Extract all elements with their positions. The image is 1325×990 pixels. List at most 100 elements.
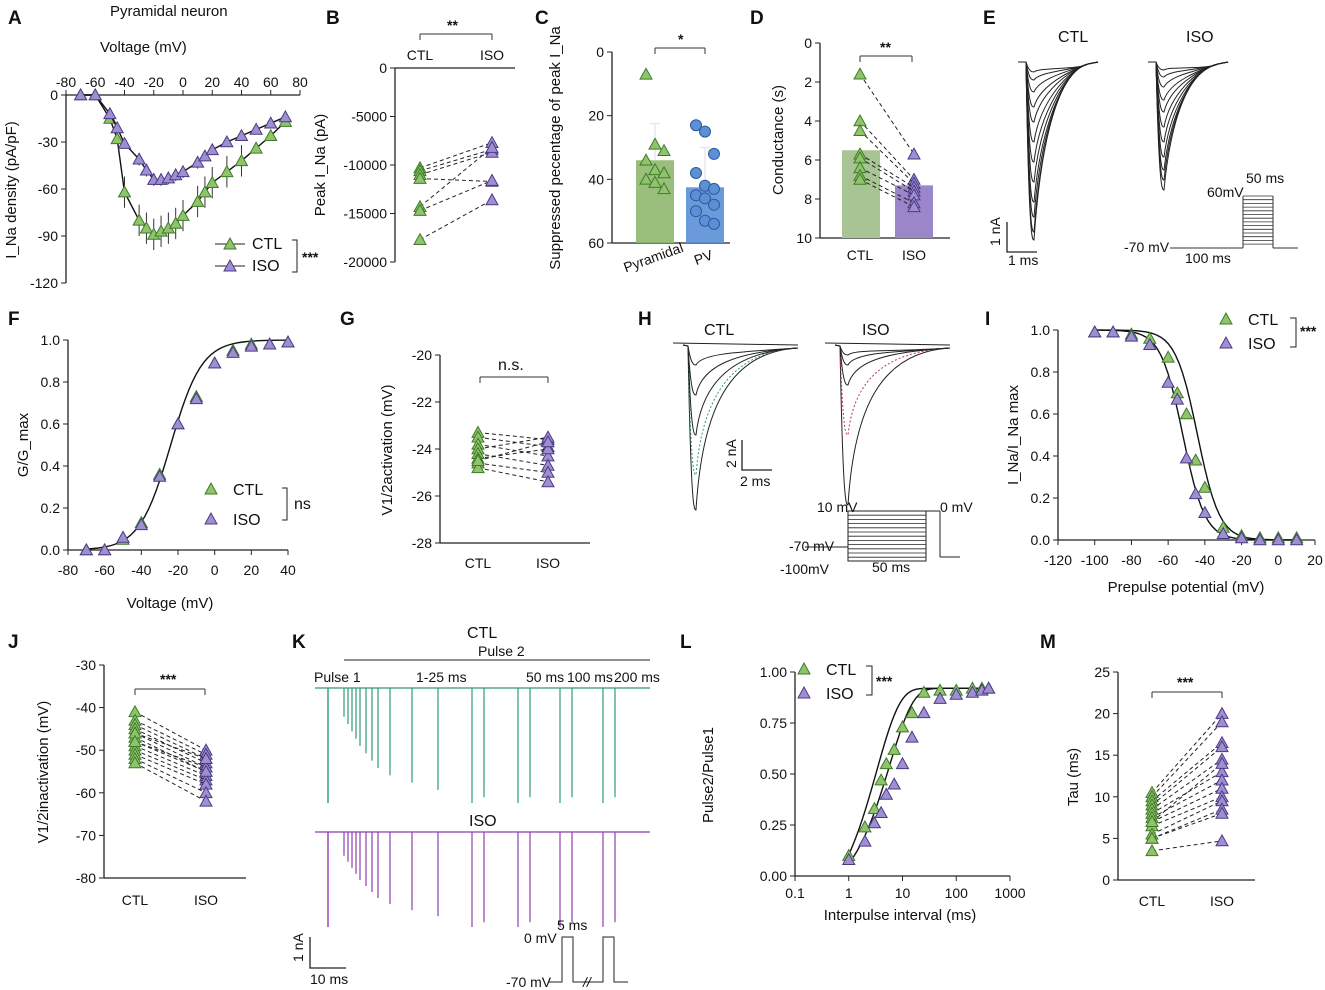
- y-tick-label: 1.0: [1031, 322, 1051, 338]
- y-tick-label: 0.4: [1031, 448, 1051, 464]
- y-tick-label: -40: [76, 700, 96, 716]
- panel-m-points: [1145, 706, 1229, 857]
- y-tick-label: -20: [412, 347, 432, 363]
- point-pyramidal: [639, 153, 653, 166]
- sodium-current-trace: [1018, 61, 1099, 203]
- panel-a-title: Pyramidal neuron: [110, 3, 228, 20]
- panel-f-label: F: [8, 309, 20, 330]
- point-iso: [199, 764, 213, 777]
- panel-k-pulse1: Pulse 1: [314, 669, 361, 685]
- panel-l-label: L: [680, 632, 692, 653]
- panel-l-xlabel: Interpulse interval (ms): [824, 907, 977, 924]
- panel-k-traces-ctl: [315, 687, 650, 803]
- panel-k-int1: 1-25 ms: [416, 669, 467, 685]
- panel-e-protocol: 60mV 50 ms -70 mV 100 ms: [1124, 170, 1298, 266]
- panel-k-scale-x: 10 ms: [310, 971, 348, 987]
- pair-line: [134, 745, 207, 777]
- panel-l: L 0.1 1 10 100 1000 0.00 0.25 0.50 0.75 1.00 Int…: [680, 632, 1026, 924]
- pair-line: [477, 432, 549, 441]
- panel-a-legend-ctl: CTL: [252, 236, 282, 253]
- point-pv: [708, 147, 720, 160]
- y-tick-label: 0.00: [760, 868, 787, 884]
- legend-ctl-marker: [204, 481, 218, 495]
- y-tick-label: -26: [412, 488, 432, 504]
- x-tick-label: 100: [945, 885, 969, 901]
- panel-l-legend-ctl: CTL: [826, 662, 856, 679]
- pair-line: [859, 175, 915, 204]
- point-iso: [207, 356, 222, 369]
- panel-g-ylabel: V1/2activation (mV): [379, 385, 396, 516]
- x-tick-label: 0: [179, 74, 187, 90]
- y-tick-label: 6: [804, 152, 812, 168]
- panel-l-ylabel: Pulse2/Pulse1: [700, 727, 717, 823]
- panel-h-scale-x: 2 ms: [740, 473, 770, 489]
- sodium-current-trace: [1018, 61, 1099, 108]
- y-tick-label: 15: [1094, 747, 1110, 763]
- pair-line: [1151, 812, 1223, 839]
- point-iso: [1179, 451, 1194, 464]
- y-tick-label: 0.8: [1031, 364, 1051, 380]
- sodium-current-trace: [1148, 61, 1229, 88]
- panel-k-v5: 5 ms: [557, 917, 587, 933]
- point-ctl: [234, 153, 249, 167]
- point-iso: [1188, 486, 1203, 500]
- inactivation-trace: [682, 344, 799, 366]
- panel-h-scalebar: 2 nA 2 ms: [723, 439, 772, 489]
- y-tick-label: 0.0: [1031, 532, 1051, 548]
- y-tick-label: 0.2: [1031, 490, 1051, 506]
- panel-f-legend-iso: ISO: [233, 512, 261, 529]
- panel-l-series: [841, 681, 996, 865]
- point-pv: [690, 166, 702, 179]
- legend-iso-marker: [1219, 335, 1233, 349]
- panel-f-legend: CTL ISO ns: [204, 481, 311, 529]
- y-tick-label: 20: [588, 108, 604, 124]
- point-ctl: [128, 755, 142, 769]
- point-ctl: [139, 221, 154, 234]
- sodium-current-trace: [1018, 61, 1099, 93]
- panel-f-xlabel: Voltage (mV): [127, 595, 214, 612]
- point-iso: [110, 120, 125, 134]
- point-ctl: [413, 232, 427, 245]
- pair-line: [477, 436, 549, 448]
- pair-line: [134, 732, 207, 768]
- point-iso: [905, 730, 919, 743]
- y-tick-label: -24: [412, 441, 432, 457]
- point-iso: [249, 122, 263, 135]
- y-tick-label: 0.75: [760, 715, 787, 731]
- y-tick-label: 0: [1102, 872, 1110, 888]
- svg-text://: //: [582, 974, 593, 990]
- point-iso: [199, 794, 213, 807]
- x-tick-label: -40: [1195, 552, 1215, 568]
- point-iso: [262, 337, 277, 350]
- panel-c-ylabel: Suppressed pecentage of peak I_Na: [547, 26, 564, 270]
- fit-curve-iso: [848, 687, 989, 864]
- point-ctl: [220, 164, 234, 178]
- panel-d-cat-iso: ISO: [902, 247, 926, 263]
- pair-line: [1151, 742, 1223, 802]
- y-tick-label: -30: [38, 134, 58, 150]
- x-tick-label: -60: [85, 74, 105, 90]
- point-iso: [205, 142, 220, 156]
- point-pyramidal: [648, 137, 662, 150]
- point-pyramidal: [648, 175, 662, 188]
- panel-i-stat: ***: [1300, 323, 1317, 339]
- point-pyramidal: [657, 165, 671, 179]
- sodium-current-trace: [1018, 61, 1099, 241]
- point-iso: [73, 87, 88, 101]
- pair-line: [1151, 800, 1223, 835]
- panel-g-points: [471, 425, 555, 488]
- pair-line: [134, 719, 207, 755]
- panel-k-label: K: [292, 632, 306, 653]
- y-tick-label: -120: [30, 275, 58, 291]
- y-tick-label: 0: [50, 87, 58, 103]
- panel-a-xticks: -80 -60 -40 -20 0 20 40 60 80: [56, 74, 308, 95]
- panel-i-xlabel: Prepulse potential (mV): [1108, 579, 1265, 596]
- pair-line: [134, 736, 207, 772]
- panel-e-vhold: -70 mV: [1124, 239, 1170, 255]
- x-tick-label: -40: [114, 74, 134, 90]
- point-iso: [190, 155, 205, 168]
- panel-d-label: D: [750, 8, 764, 29]
- y-tick-label: 0.50: [760, 766, 787, 782]
- y-tick-label: -90: [38, 228, 58, 244]
